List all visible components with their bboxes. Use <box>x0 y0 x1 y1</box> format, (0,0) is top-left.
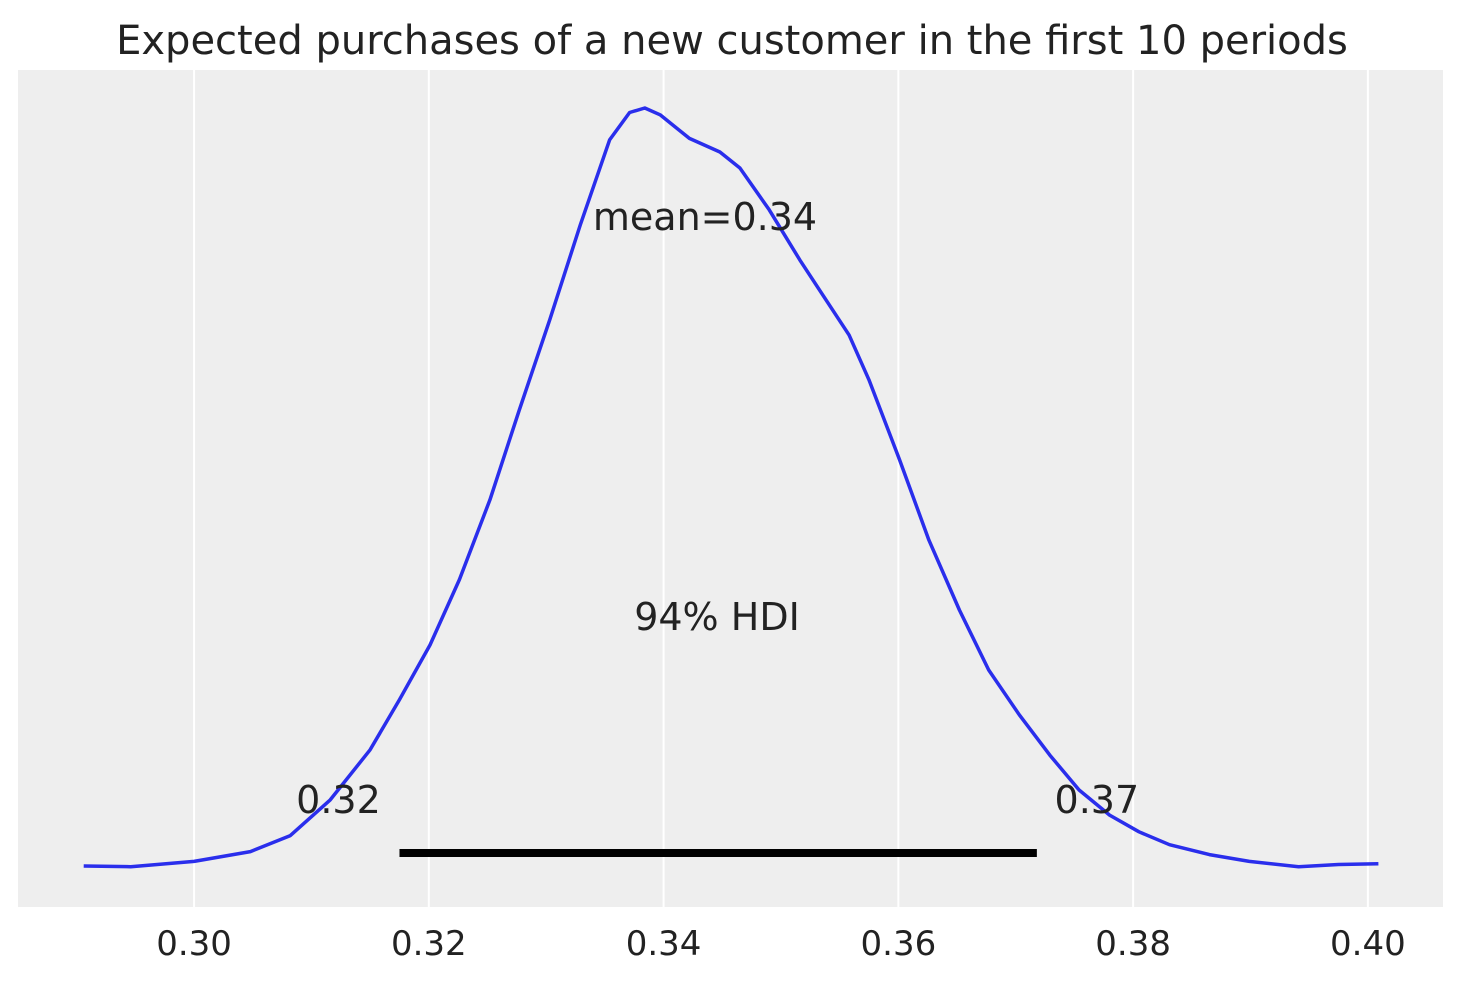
x-tick-label: 0.34 <box>626 924 702 964</box>
density-curve <box>83 106 1379 869</box>
x-tick-label: 0.38 <box>1095 924 1171 964</box>
x-tick-label: 0.30 <box>156 924 232 964</box>
gridlines <box>193 70 1369 907</box>
mean-label: mean=0.34 <box>593 195 817 239</box>
hdi-low-label: 0.32 <box>296 778 381 822</box>
x-tick-label: 0.36 <box>861 924 937 964</box>
plot-area <box>18 70 1443 907</box>
x-axis: 0.30 0.32 0.34 0.36 0.38 0.40 <box>156 924 1406 964</box>
x-tick-label: 0.32 <box>391 924 467 964</box>
chart-title: Expected purchases of a new customer in … <box>116 18 1348 64</box>
x-tick-label: 0.40 <box>1330 924 1406 964</box>
hdi-label: 94% HDI <box>634 595 800 639</box>
hdi-high-label: 0.37 <box>1055 778 1140 822</box>
